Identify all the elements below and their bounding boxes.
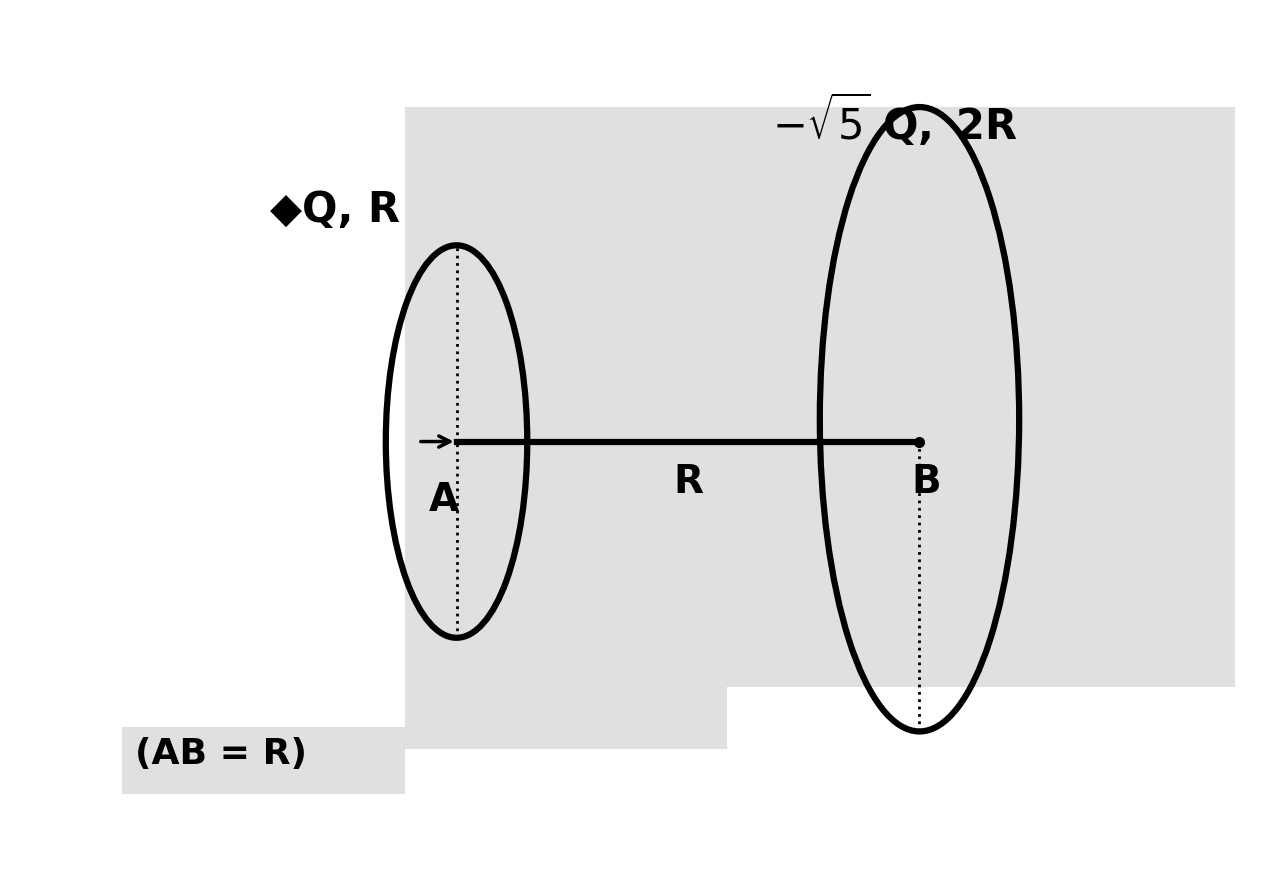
Text: (AB = R): (AB = R) bbox=[135, 737, 307, 771]
Text: A: A bbox=[428, 481, 459, 518]
Text: $-\sqrt{5}\ \mathbf{Q,\ 2R}$: $-\sqrt{5}\ \mathbf{Q,\ 2R}$ bbox=[772, 92, 1017, 149]
Bar bbox=[694, 107, 1235, 687]
Text: B: B bbox=[910, 463, 941, 500]
Text: R: R bbox=[673, 463, 703, 500]
Text: ◆Q, R: ◆Q, R bbox=[270, 188, 400, 231]
Bar bbox=[405, 107, 727, 749]
Bar bbox=[122, 727, 405, 794]
